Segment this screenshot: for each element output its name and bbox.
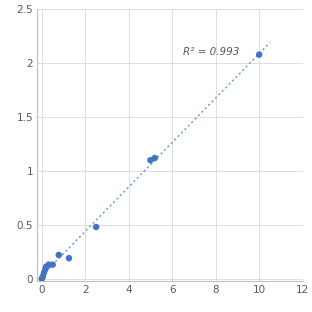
Point — [94, 224, 99, 229]
Point — [56, 252, 61, 257]
Point — [148, 158, 153, 163]
Point — [257, 52, 262, 57]
Point — [44, 264, 49, 269]
Point — [152, 155, 157, 160]
Point — [41, 270, 46, 275]
Text: R² = 0.993: R² = 0.993 — [183, 47, 239, 57]
Point — [43, 267, 48, 272]
Point — [39, 276, 44, 281]
Point — [50, 262, 55, 267]
Point — [46, 262, 51, 267]
Point — [66, 256, 71, 261]
Point — [40, 274, 45, 279]
